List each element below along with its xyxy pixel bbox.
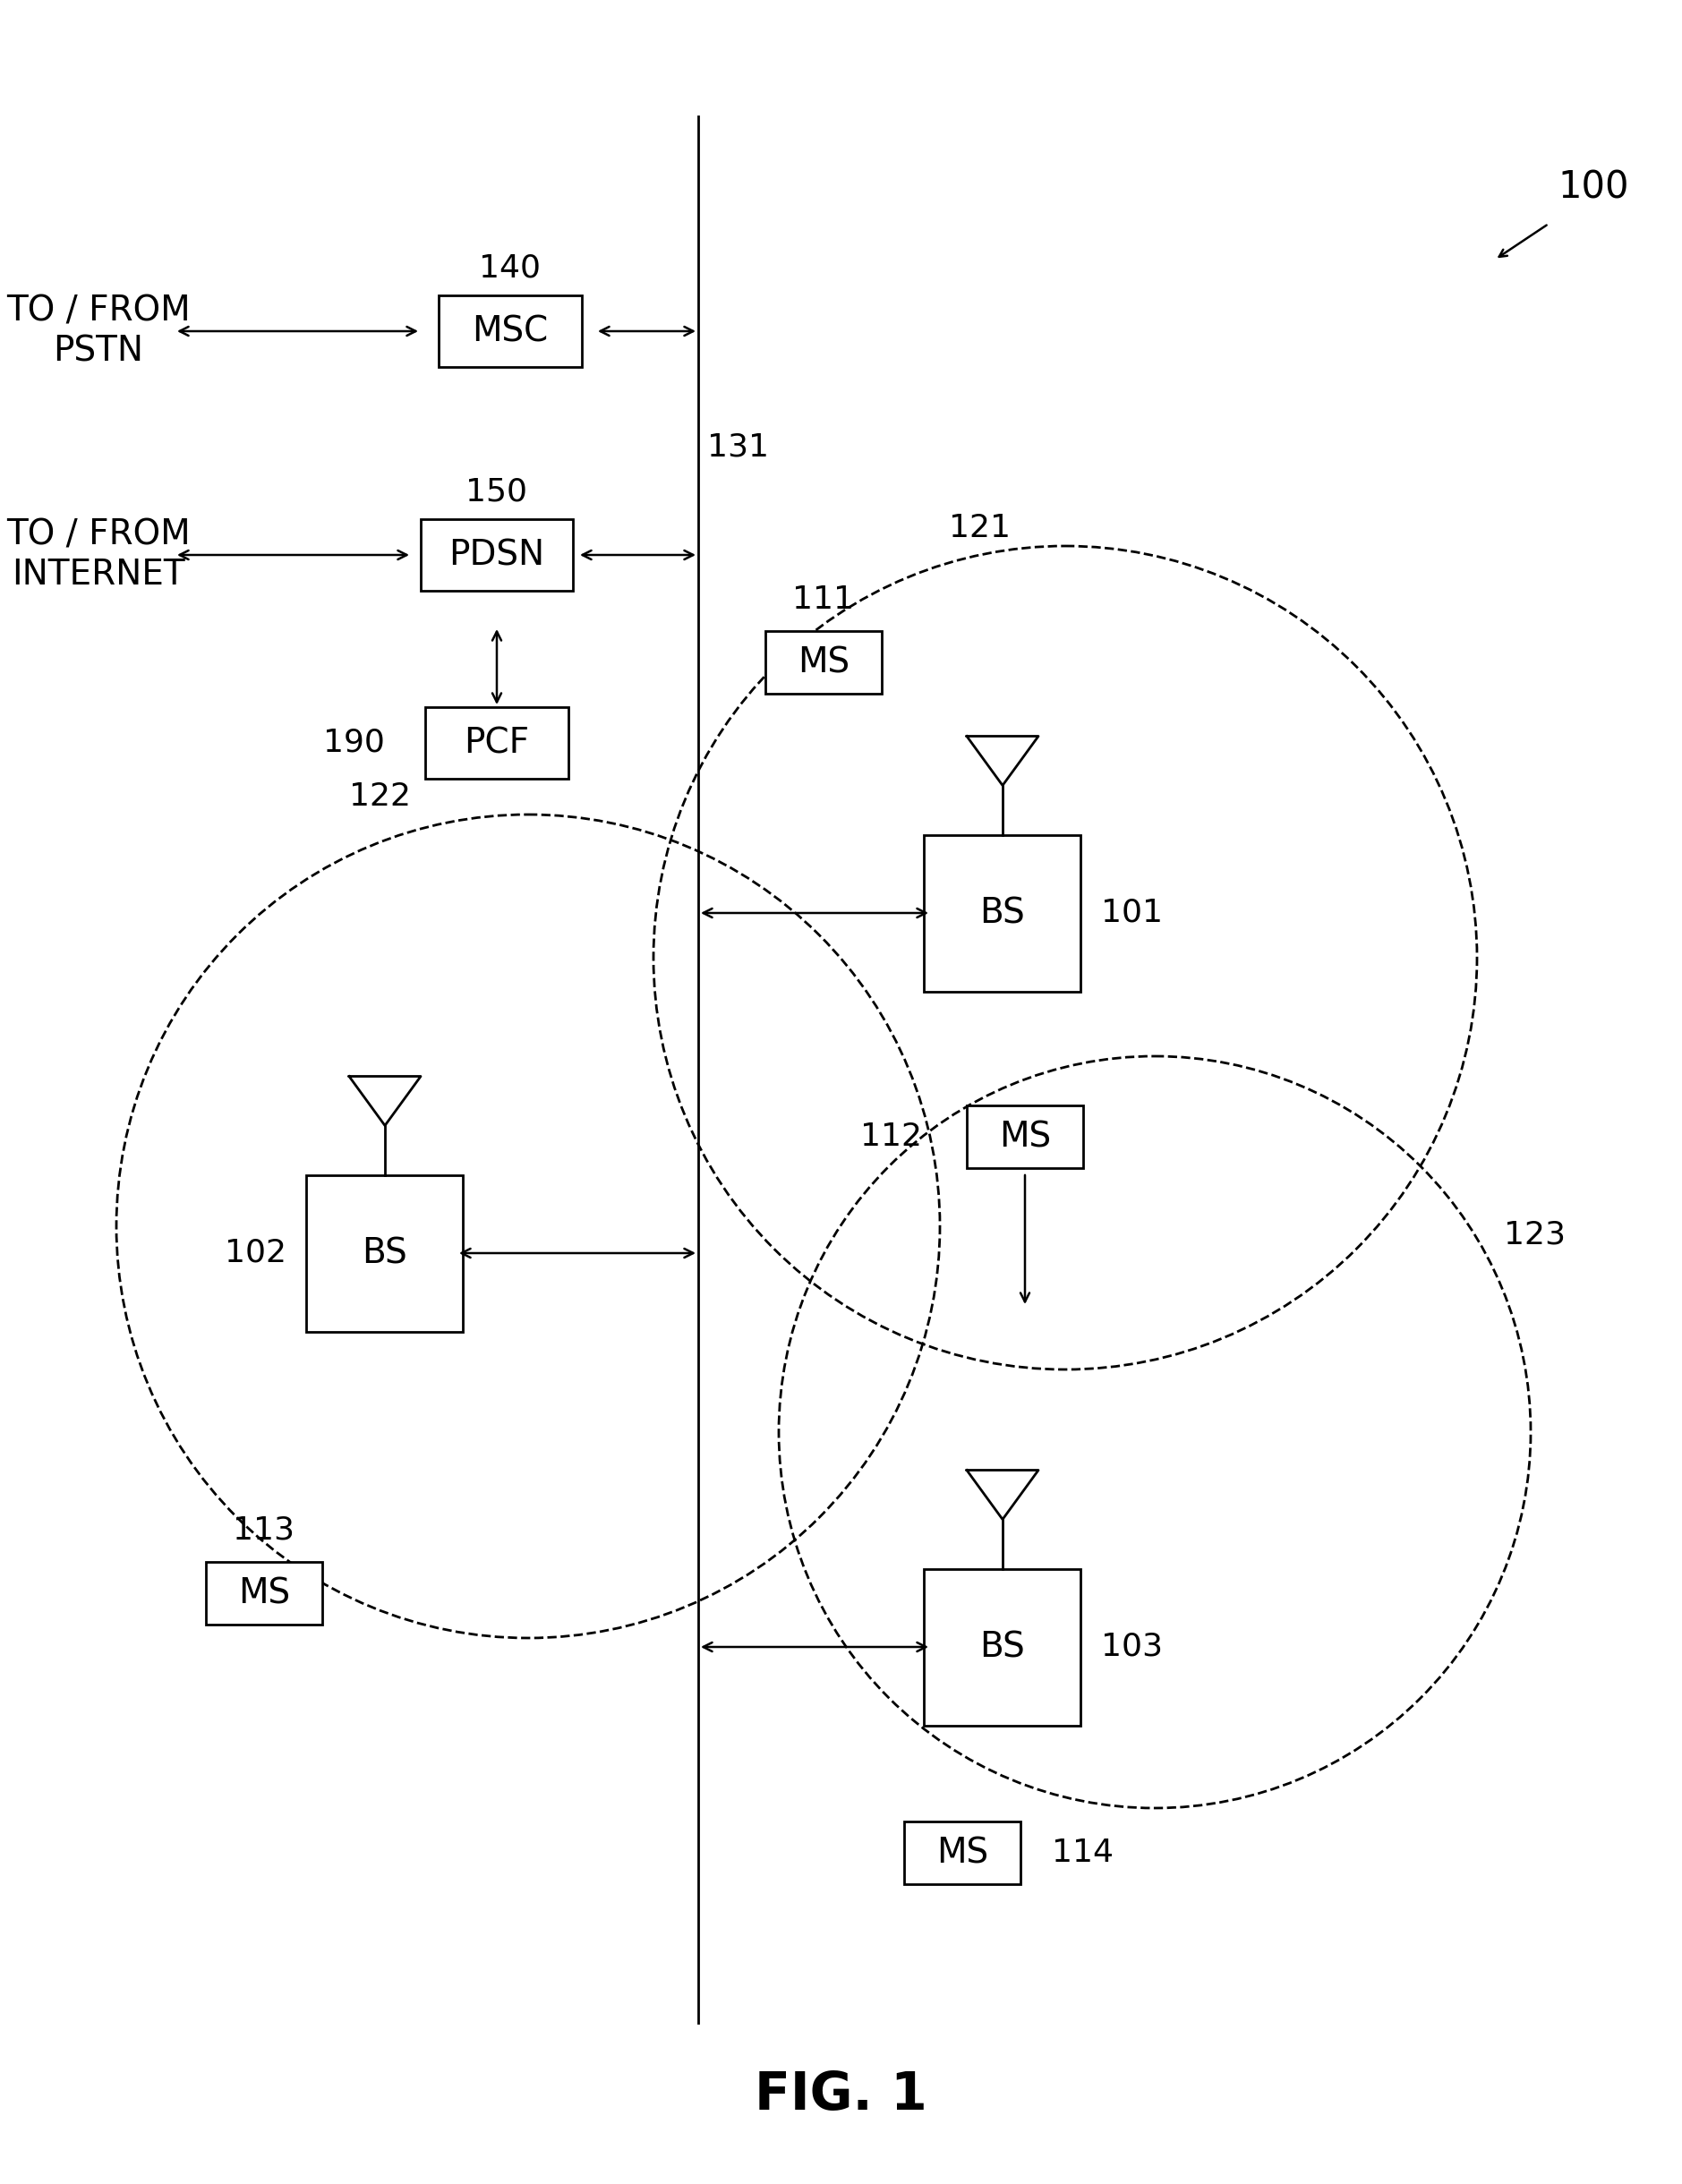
Bar [967,1105,1083,1168]
Text: BS: BS [981,895,1026,930]
Text: FIG. 1: FIG. 1 [755,2068,927,2121]
Text: 113: 113 [234,1516,294,1546]
Text: 114: 114 [1051,1837,1113,1867]
Bar [765,631,881,695]
Bar [923,1568,1082,1725]
Text: 103: 103 [1102,1631,1162,1662]
Text: TO / FROM
INTERNET: TO / FROM INTERNET [7,518,190,592]
Bar [426,708,569,780]
Text: MS: MS [239,1577,289,1610]
Bar [420,520,574,590]
Text: 190: 190 [323,727,385,758]
Text: PDSN: PDSN [449,537,545,572]
Text: 140: 140 [479,253,542,284]
Text: MS: MS [937,1837,989,1870]
Text: 111: 111 [792,585,854,616]
Text: MSC: MSC [473,314,548,347]
Text: 121: 121 [949,513,1011,544]
Bar [439,295,582,367]
Bar [205,1562,323,1625]
Bar [923,834,1082,992]
Text: 122: 122 [350,782,410,812]
Text: 100: 100 [1558,168,1628,207]
Bar [905,1821,1021,1885]
Bar [306,1175,463,1332]
Text: PCF: PCF [464,725,530,760]
Text: MS: MS [797,644,849,679]
Text: 150: 150 [466,476,528,507]
Text: 101: 101 [1102,898,1162,928]
Text: BS: BS [981,1629,1026,1664]
Text: TO / FROM
PSTN: TO / FROM PSTN [7,295,190,367]
Text: MS: MS [999,1120,1051,1153]
Text: BS: BS [362,1236,407,1271]
Text: 102: 102 [225,1238,286,1269]
Text: 123: 123 [1504,1221,1566,1251]
Text: 131: 131 [706,432,769,463]
Text: 112: 112 [860,1123,922,1151]
